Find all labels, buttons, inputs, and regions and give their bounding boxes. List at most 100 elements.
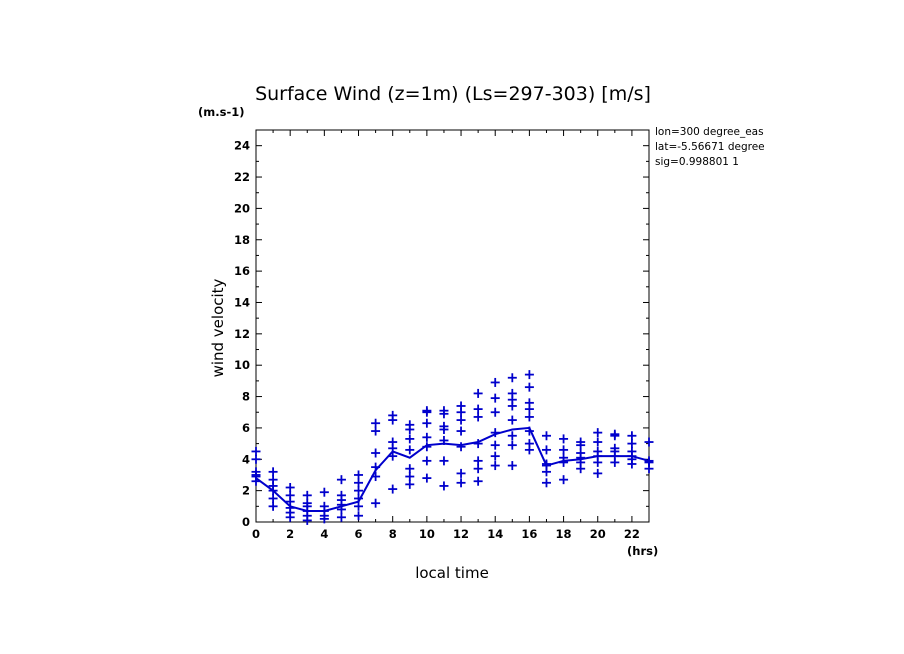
y-tick-label: 22 xyxy=(234,170,250,184)
plus-marker xyxy=(507,388,517,398)
plus-marker xyxy=(302,490,312,500)
y-tick-label: 0 xyxy=(242,515,250,529)
plus-marker xyxy=(354,478,364,488)
plus-marker xyxy=(524,398,534,408)
plus-marker xyxy=(354,511,364,521)
y-tick-label: 10 xyxy=(234,358,250,372)
plus-marker xyxy=(456,426,466,436)
y-tick-label: 16 xyxy=(234,264,250,278)
plus-marker xyxy=(251,472,261,482)
y-tick-label: 4 xyxy=(242,452,250,466)
x-tick-label: 14 xyxy=(487,527,503,541)
x-tick-label: 8 xyxy=(389,527,397,541)
y-axis-label: wind velocity xyxy=(209,278,227,377)
y-tick-label: 12 xyxy=(234,327,250,341)
plus-marker xyxy=(268,467,278,477)
plus-marker xyxy=(422,418,432,428)
plus-marker xyxy=(507,461,517,471)
plus-marker xyxy=(507,373,517,383)
plus-marker xyxy=(644,437,654,447)
plus-marker xyxy=(627,446,637,456)
plus-marker xyxy=(456,468,466,478)
plus-marker xyxy=(524,382,534,392)
x-unit-label: (hrs) xyxy=(627,544,658,558)
y-tick-label: 18 xyxy=(234,233,250,247)
plus-marker xyxy=(336,512,346,522)
plus-marker xyxy=(354,486,364,496)
plus-marker xyxy=(405,434,415,444)
plus-marker xyxy=(405,420,415,430)
plus-marker xyxy=(354,501,364,511)
plus-marker xyxy=(336,490,346,500)
plus-marker xyxy=(251,446,261,456)
plus-marker xyxy=(388,437,398,447)
plus-marker xyxy=(439,435,449,445)
plus-marker xyxy=(422,432,432,442)
x-tick-label: 6 xyxy=(355,527,363,541)
plus-marker xyxy=(456,401,466,411)
y-tick-label: 6 xyxy=(242,421,250,435)
plus-marker xyxy=(405,479,415,489)
plus-marker xyxy=(559,453,569,463)
plus-marker xyxy=(490,428,500,438)
plus-marker xyxy=(490,393,500,403)
plus-marker xyxy=(473,456,483,466)
y-tick-label: 8 xyxy=(242,390,250,404)
plus-marker xyxy=(576,437,586,447)
x-tick-label: 0 xyxy=(252,527,260,541)
plus-marker xyxy=(371,426,381,436)
plus-marker xyxy=(507,415,517,425)
y-tick-label: 20 xyxy=(234,201,250,215)
plus-marker xyxy=(439,456,449,466)
plus-marker xyxy=(439,406,449,416)
plus-marker xyxy=(422,456,432,466)
plus-marker xyxy=(593,468,603,478)
info-box: lon=300 degree_eas lat=-5.56671 degree s… xyxy=(655,126,780,176)
plus-marker xyxy=(285,483,295,493)
chart-title: Surface Wind (z=1m) (Ls=297-303) [m/s] xyxy=(255,83,651,105)
plus-marker xyxy=(405,472,415,482)
plot-frame xyxy=(255,129,650,523)
plus-marker xyxy=(524,439,534,449)
plus-marker xyxy=(456,442,466,452)
plus-marker xyxy=(405,445,415,455)
plus-marker xyxy=(490,451,500,461)
plus-marker xyxy=(507,440,517,450)
plus-marker xyxy=(422,473,432,483)
plus-marker xyxy=(285,490,295,500)
plus-marker xyxy=(251,454,261,464)
annotation-lat: lat=-5.56671 degree xyxy=(655,141,765,153)
annotation-lon: lon=300 degree_eas xyxy=(655,126,764,138)
plus-marker xyxy=(490,407,500,417)
plus-marker xyxy=(405,464,415,474)
plus-marker xyxy=(610,429,620,439)
plus-marker xyxy=(627,439,637,449)
plus-marker xyxy=(439,421,449,431)
plus-marker xyxy=(473,439,483,449)
plus-marker xyxy=(593,437,603,447)
plus-marker xyxy=(490,440,500,450)
plus-marker xyxy=(644,456,654,466)
x-tick-label: 2 xyxy=(286,527,294,541)
x-tick-label: 4 xyxy=(320,527,328,541)
plus-marker xyxy=(422,406,432,416)
plus-marker xyxy=(371,462,381,472)
plus-marker xyxy=(473,412,483,422)
mean-line xyxy=(255,426,650,513)
plus-marker xyxy=(268,475,278,485)
plus-marker xyxy=(473,388,483,398)
plus-marker xyxy=(302,498,312,508)
plus-marker xyxy=(473,404,483,414)
plus-marker xyxy=(354,470,364,480)
plus-marker xyxy=(371,448,381,458)
x-tick-label: 20 xyxy=(590,527,606,541)
plus-marker xyxy=(336,475,346,485)
x-tick-label: 22 xyxy=(624,527,640,541)
x-tick-label: 10 xyxy=(419,527,435,541)
plus-marker xyxy=(371,498,381,508)
plus-marker xyxy=(422,442,432,452)
plus-marker xyxy=(268,501,278,511)
plus-marker xyxy=(507,431,517,441)
plus-marker xyxy=(456,415,466,425)
